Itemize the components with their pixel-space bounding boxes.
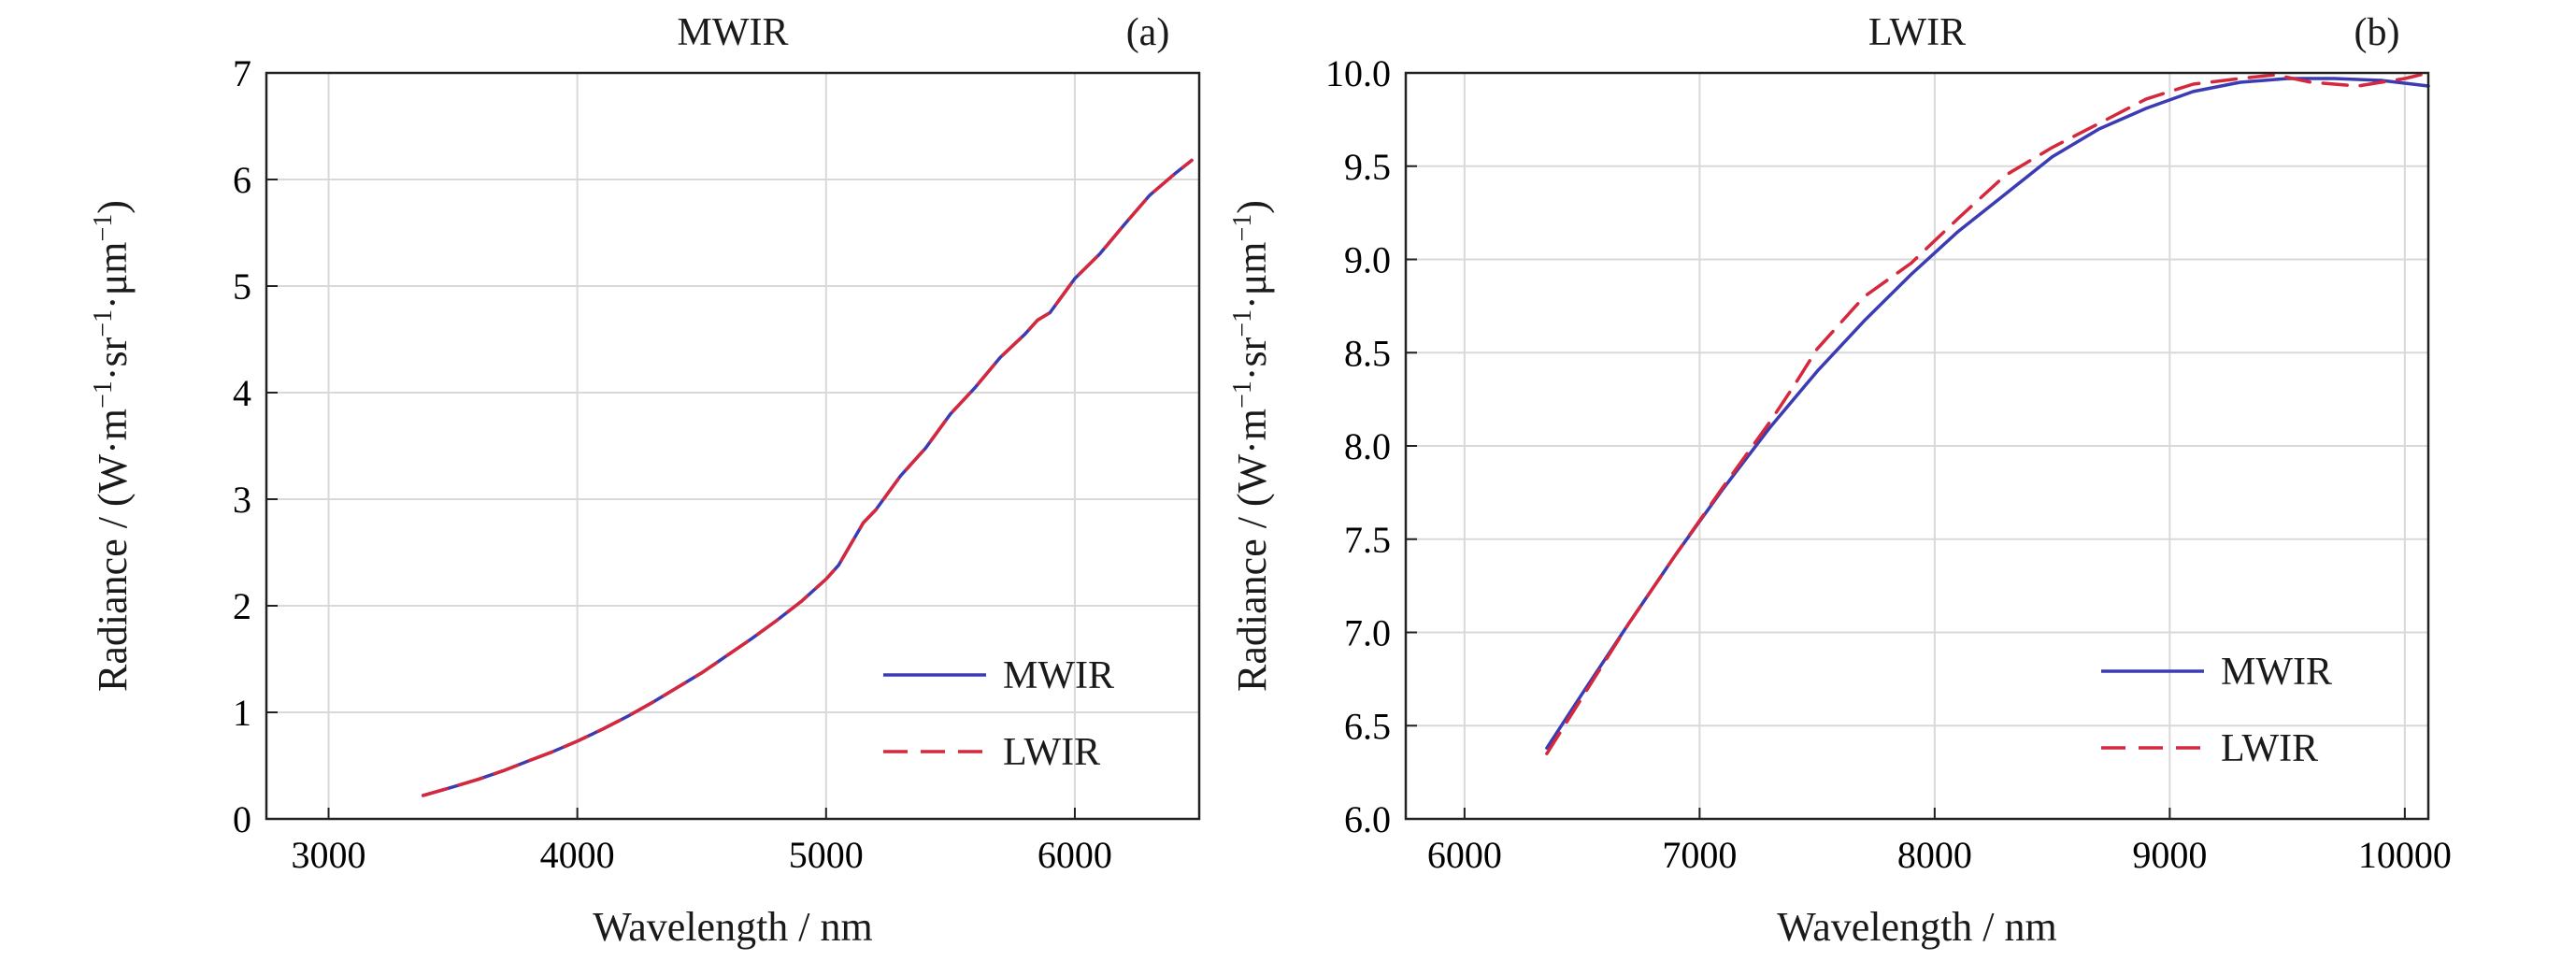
y-tick-label: 6.0 bbox=[1344, 798, 1391, 840]
series-layer-a bbox=[421, 158, 1194, 797]
y-tick-label: 7 bbox=[233, 52, 251, 94]
x-tick-label: 5000 bbox=[789, 834, 864, 876]
y-tick-label: 9.0 bbox=[1344, 239, 1391, 281]
x-tick-label: 10000 bbox=[2358, 834, 2452, 876]
y-axis-label-text-a: Radiance / (W·m bbox=[90, 409, 136, 692]
y-tick-label: 6 bbox=[233, 159, 251, 201]
y-tick-label: 2 bbox=[233, 585, 251, 627]
legend-label-lwir-b: LWIR bbox=[2221, 727, 2318, 770]
series-line-lwir-b bbox=[1545, 71, 2430, 755]
y-tick-label: 5 bbox=[233, 265, 251, 308]
legend-b: MWIR LWIR bbox=[2101, 651, 2332, 770]
legend-a: MWIR LWIR bbox=[883, 654, 1114, 774]
legend-label-mwir-b: MWIR bbox=[2221, 651, 2332, 694]
chart-panel-a: 3000 4000 5000 6000 0 1 2 3 4 5 6 7 MWIR (a) Wavele… bbox=[89, 11, 1201, 950]
x-tick-label: 3000 bbox=[292, 834, 366, 876]
ticks-b: 6000 7000 8000 9000 10000 6.0 6.5 7.0 7.5 8.0 8.5 9… bbox=[1325, 52, 2452, 876]
y-tick-label: 6.5 bbox=[1344, 705, 1391, 747]
panel-tag-b: (b) bbox=[2354, 11, 2400, 54]
x-axis-label-b: Wavelength / nm bbox=[1777, 904, 2057, 950]
chart-title-b: LWIR bbox=[1868, 11, 1966, 54]
series-line-mwir-b bbox=[1545, 77, 2430, 750]
x-axis-label-a: Wavelength / nm bbox=[593, 904, 873, 950]
y-tick-label: 7.0 bbox=[1344, 612, 1391, 654]
y-tick-label: 8.0 bbox=[1344, 425, 1391, 467]
panel-tag-a: (a) bbox=[1126, 11, 1170, 54]
y-tick-label: 3 bbox=[233, 479, 251, 521]
legend-label-mwir-a: MWIR bbox=[1003, 654, 1114, 697]
ticks-a: 3000 4000 5000 6000 0 1 2 3 4 5 6 7 bbox=[233, 52, 1112, 876]
series-line-mwir-a bbox=[421, 158, 1194, 797]
x-tick-label: 6000 bbox=[1038, 834, 1112, 876]
x-tick-label: 9000 bbox=[2132, 834, 2207, 876]
y-tick-label: 7.5 bbox=[1344, 519, 1391, 561]
y-axis-label-text-b: Radiance / (W·m bbox=[1229, 409, 1275, 692]
y-axis-label-a: Radiance / (W·m−1·sr−1·μm−1) bbox=[89, 200, 136, 692]
series-layer-b bbox=[1545, 71, 2430, 755]
y-tick-label: 10.0 bbox=[1325, 52, 1391, 94]
grid-b bbox=[1406, 72, 2428, 820]
x-tick-label: 8000 bbox=[1897, 834, 1972, 876]
legend-label-lwir-a: LWIR bbox=[1003, 731, 1100, 774]
y-tick-label: 0 bbox=[233, 798, 251, 840]
y-tick-label: 9.5 bbox=[1344, 146, 1391, 188]
x-tick-label: 7000 bbox=[1662, 834, 1737, 876]
chart-panel-b: 6000 7000 8000 9000 10000 6.0 6.5 7.0 7.5 8.0 8.5 9… bbox=[1228, 11, 2452, 950]
chart-title-a: MWIR bbox=[678, 11, 789, 54]
grid-a bbox=[266, 72, 1199, 820]
x-tick-label: 4000 bbox=[540, 834, 615, 876]
series-line-lwir-a bbox=[421, 158, 1194, 797]
y-tick-label: 8.5 bbox=[1344, 332, 1391, 374]
plot-frame-a bbox=[265, 71, 1201, 821]
y-tick-label: 4 bbox=[233, 372, 251, 414]
y-axis-label-b: Radiance / (W·m−1·sr−1·μm−1) bbox=[1228, 200, 1275, 692]
x-tick-label: 6000 bbox=[1427, 834, 1502, 876]
y-tick-label: 1 bbox=[233, 692, 251, 734]
